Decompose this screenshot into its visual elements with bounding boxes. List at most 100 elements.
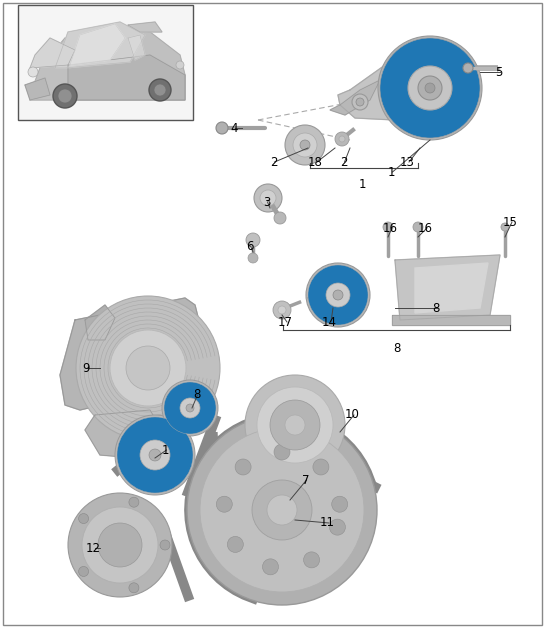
Circle shape <box>172 390 208 426</box>
Polygon shape <box>60 298 200 410</box>
Circle shape <box>285 415 305 435</box>
Circle shape <box>149 79 171 101</box>
Polygon shape <box>415 263 488 313</box>
Circle shape <box>383 222 393 232</box>
Circle shape <box>180 398 200 418</box>
Circle shape <box>285 125 325 165</box>
Circle shape <box>98 523 142 567</box>
Circle shape <box>82 507 158 583</box>
Circle shape <box>68 493 172 597</box>
Circle shape <box>187 415 377 605</box>
Circle shape <box>385 43 475 133</box>
Circle shape <box>110 330 186 406</box>
Text: 13: 13 <box>400 156 415 168</box>
Circle shape <box>53 84 77 108</box>
Circle shape <box>168 386 212 430</box>
Circle shape <box>58 89 72 103</box>
Circle shape <box>270 400 320 450</box>
Circle shape <box>254 184 282 212</box>
Circle shape <box>267 495 297 525</box>
Circle shape <box>126 426 184 484</box>
Circle shape <box>129 497 139 507</box>
Polygon shape <box>85 305 115 340</box>
Circle shape <box>28 67 38 77</box>
Bar <box>18 5 193 120</box>
Circle shape <box>186 404 194 412</box>
Circle shape <box>425 83 435 93</box>
Text: 11: 11 <box>320 516 335 529</box>
Text: 2: 2 <box>270 156 277 168</box>
Text: 6: 6 <box>246 239 253 252</box>
Circle shape <box>252 480 312 540</box>
Circle shape <box>115 415 195 495</box>
Polygon shape <box>55 22 145 68</box>
Text: 1: 1 <box>388 166 396 178</box>
Circle shape <box>418 76 442 100</box>
Text: 18: 18 <box>308 156 323 168</box>
Polygon shape <box>392 315 510 325</box>
Circle shape <box>164 382 216 434</box>
Polygon shape <box>128 35 145 60</box>
Circle shape <box>245 375 345 475</box>
Circle shape <box>356 98 364 106</box>
Circle shape <box>326 283 350 307</box>
Text: 1: 1 <box>162 443 169 457</box>
Text: 2: 2 <box>340 156 348 168</box>
Text: 1: 1 <box>358 178 366 191</box>
Circle shape <box>318 275 358 315</box>
Text: 8: 8 <box>393 342 401 355</box>
Polygon shape <box>25 78 50 100</box>
Polygon shape <box>30 28 185 100</box>
Text: 16: 16 <box>383 222 398 234</box>
Text: 12: 12 <box>86 541 101 555</box>
Circle shape <box>176 61 184 69</box>
Circle shape <box>352 94 368 110</box>
Circle shape <box>306 263 370 327</box>
Polygon shape <box>395 255 500 320</box>
Polygon shape <box>338 45 468 120</box>
Circle shape <box>313 459 329 475</box>
Text: 3: 3 <box>263 195 270 208</box>
Circle shape <box>140 440 170 470</box>
Circle shape <box>216 122 228 134</box>
Circle shape <box>300 140 310 150</box>
Circle shape <box>339 136 345 142</box>
Circle shape <box>117 417 193 493</box>
Circle shape <box>126 346 170 390</box>
Polygon shape <box>68 55 185 100</box>
Circle shape <box>248 253 258 263</box>
Circle shape <box>257 387 333 463</box>
Circle shape <box>78 514 89 524</box>
Text: 7: 7 <box>302 474 310 487</box>
Circle shape <box>304 552 319 568</box>
Circle shape <box>308 265 368 325</box>
Circle shape <box>273 301 291 319</box>
Circle shape <box>263 559 278 575</box>
Circle shape <box>323 280 353 310</box>
Circle shape <box>122 421 189 489</box>
Text: 10: 10 <box>345 408 360 421</box>
Polygon shape <box>85 410 165 460</box>
Text: 5: 5 <box>495 65 502 78</box>
Circle shape <box>76 296 220 440</box>
Circle shape <box>313 270 363 320</box>
Circle shape <box>329 519 346 535</box>
Circle shape <box>160 540 170 550</box>
Circle shape <box>162 380 218 436</box>
Circle shape <box>400 58 460 118</box>
Circle shape <box>130 431 179 480</box>
Circle shape <box>260 190 276 206</box>
Circle shape <box>390 48 470 128</box>
Polygon shape <box>390 45 425 68</box>
Circle shape <box>278 306 286 314</box>
Text: 4: 4 <box>230 121 238 134</box>
Polygon shape <box>30 38 75 68</box>
Text: 8: 8 <box>432 301 439 315</box>
Circle shape <box>413 222 423 232</box>
Circle shape <box>293 133 317 157</box>
Circle shape <box>135 435 175 475</box>
Circle shape <box>216 496 232 512</box>
Circle shape <box>274 444 290 460</box>
Circle shape <box>408 66 452 110</box>
Circle shape <box>274 212 286 224</box>
